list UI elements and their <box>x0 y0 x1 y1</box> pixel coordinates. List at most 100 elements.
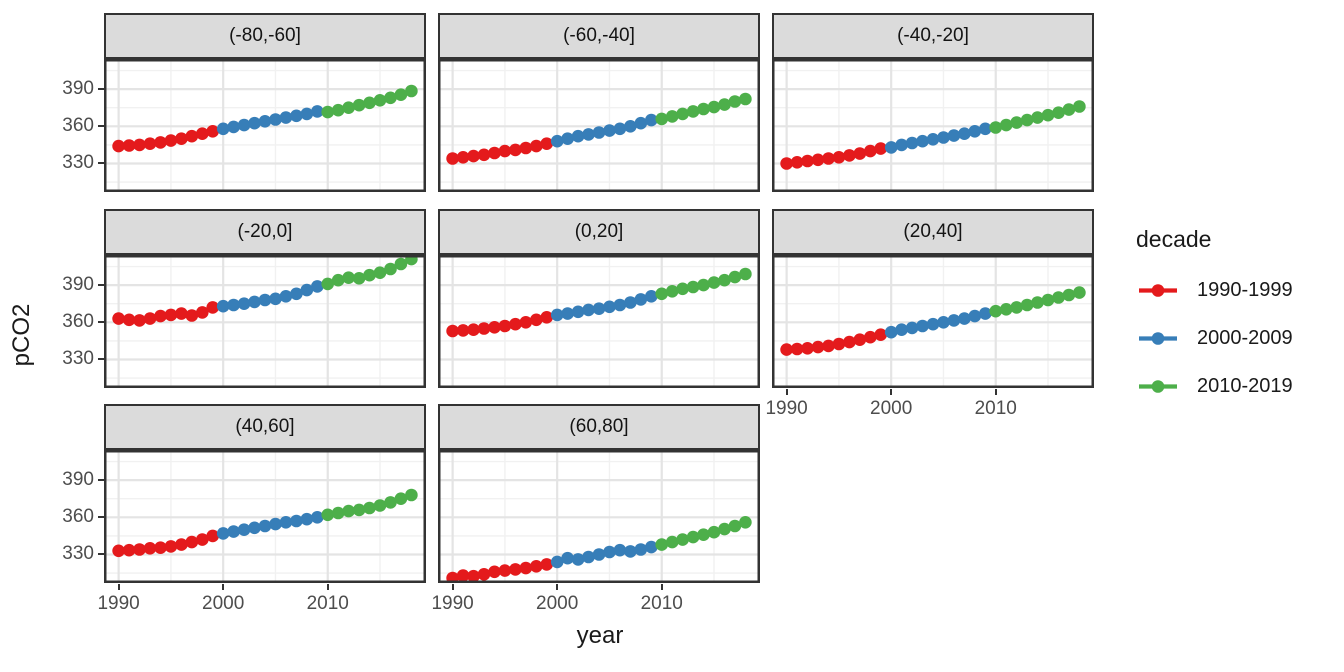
data-point <box>352 503 366 517</box>
data-point <box>216 122 230 136</box>
x-tick-label: 2010 <box>640 593 683 614</box>
data-point <box>279 516 293 529</box>
data-point <box>279 290 293 303</box>
y-tick-label: 390 <box>62 469 94 491</box>
data-point <box>456 324 470 337</box>
facet-panel <box>772 59 1094 192</box>
data-point <box>519 141 533 155</box>
data-point <box>1073 286 1086 299</box>
x-tick-label: 2000 <box>202 593 245 614</box>
data-point <box>530 560 543 573</box>
data-point <box>811 340 825 354</box>
panel-border <box>438 450 760 583</box>
y-tick-label: 360 <box>62 311 94 333</box>
x-tick-label: 1990 <box>97 593 140 614</box>
data-point <box>864 330 877 344</box>
data-point <box>519 561 533 575</box>
y-tick-label: 330 <box>62 348 94 370</box>
y-axis-tick <box>98 125 104 128</box>
data-point <box>519 316 533 329</box>
y-tick-label: 390 <box>62 78 94 100</box>
data-point <box>540 311 553 324</box>
data-point <box>1020 113 1034 127</box>
panel-border <box>104 450 426 583</box>
data-point <box>582 128 595 141</box>
facet-panel <box>772 255 1094 388</box>
facet-panel <box>438 59 760 192</box>
data-point <box>1031 111 1044 124</box>
panel-border <box>104 255 426 388</box>
facet-panel-svg <box>438 59 760 192</box>
legend-key-icon <box>1139 332 1177 345</box>
data-point <box>832 151 846 164</box>
data-point <box>571 305 585 319</box>
data-point <box>613 543 627 557</box>
data-point <box>1041 293 1055 307</box>
panel-border <box>438 59 760 192</box>
data-point <box>498 319 512 333</box>
data-point <box>655 538 668 551</box>
data-point <box>216 299 230 313</box>
data-point <box>895 138 908 152</box>
data-point <box>477 568 491 581</box>
legend: decade 1990-1999 2000-2009 2010-2019 <box>1136 226 1293 421</box>
facet-panel <box>104 252 426 388</box>
data-point <box>279 111 293 124</box>
data-point <box>968 309 982 323</box>
x-axis-tick <box>556 584 559 590</box>
data-point <box>916 134 929 148</box>
data-point <box>728 95 742 108</box>
data-point <box>373 94 387 107</box>
data-point <box>937 131 950 144</box>
data-point <box>676 107 689 121</box>
data-point <box>290 514 303 528</box>
facet-panel-svg <box>772 255 1094 388</box>
x-axis-tick <box>451 584 454 590</box>
y-axis-tick <box>98 321 104 324</box>
data-point <box>916 319 929 333</box>
data-point <box>509 143 522 157</box>
data-point <box>739 516 752 529</box>
data-point <box>645 113 658 127</box>
data-point <box>321 105 334 119</box>
x-tick-label: 2000 <box>870 398 913 419</box>
data-point <box>363 96 376 110</box>
facet-panel <box>438 450 760 585</box>
data-point <box>999 303 1013 316</box>
data-point <box>133 314 146 327</box>
data-point <box>185 535 199 549</box>
data-point <box>707 100 721 114</box>
facet-strip-label: (0,20] <box>438 209 760 255</box>
data-point <box>624 296 637 309</box>
data-point <box>206 301 219 314</box>
panel-border <box>438 255 760 388</box>
data-point <box>592 302 606 315</box>
data-point <box>488 321 501 334</box>
data-point <box>342 101 355 114</box>
legend-item-label: 2000-2009 <box>1197 327 1293 349</box>
y-axis-title: pCO2 <box>8 303 35 367</box>
data-point <box>540 558 553 571</box>
data-point <box>227 298 240 312</box>
facet-strip-label: (-60,-40] <box>438 13 760 59</box>
x-tick-label: 2010 <box>974 398 1017 419</box>
legend-key-icon <box>1139 380 1177 393</box>
data-point <box>384 496 397 509</box>
data-point <box>300 512 314 526</box>
data-point <box>645 290 658 303</box>
x-axis-tick <box>994 389 997 395</box>
legend-item: 2010-2019 <box>1136 373 1293 400</box>
data-point <box>874 142 887 155</box>
data-point <box>676 533 689 546</box>
data-point <box>634 293 648 306</box>
data-point <box>216 527 230 540</box>
facet-panel-svg <box>438 450 760 585</box>
data-point <box>864 144 877 158</box>
data-point <box>718 273 731 287</box>
data-point <box>686 105 700 118</box>
data-point <box>655 287 668 301</box>
data-point <box>582 550 595 564</box>
data-point <box>164 308 178 322</box>
data-point <box>582 303 595 317</box>
data-point <box>467 323 480 336</box>
